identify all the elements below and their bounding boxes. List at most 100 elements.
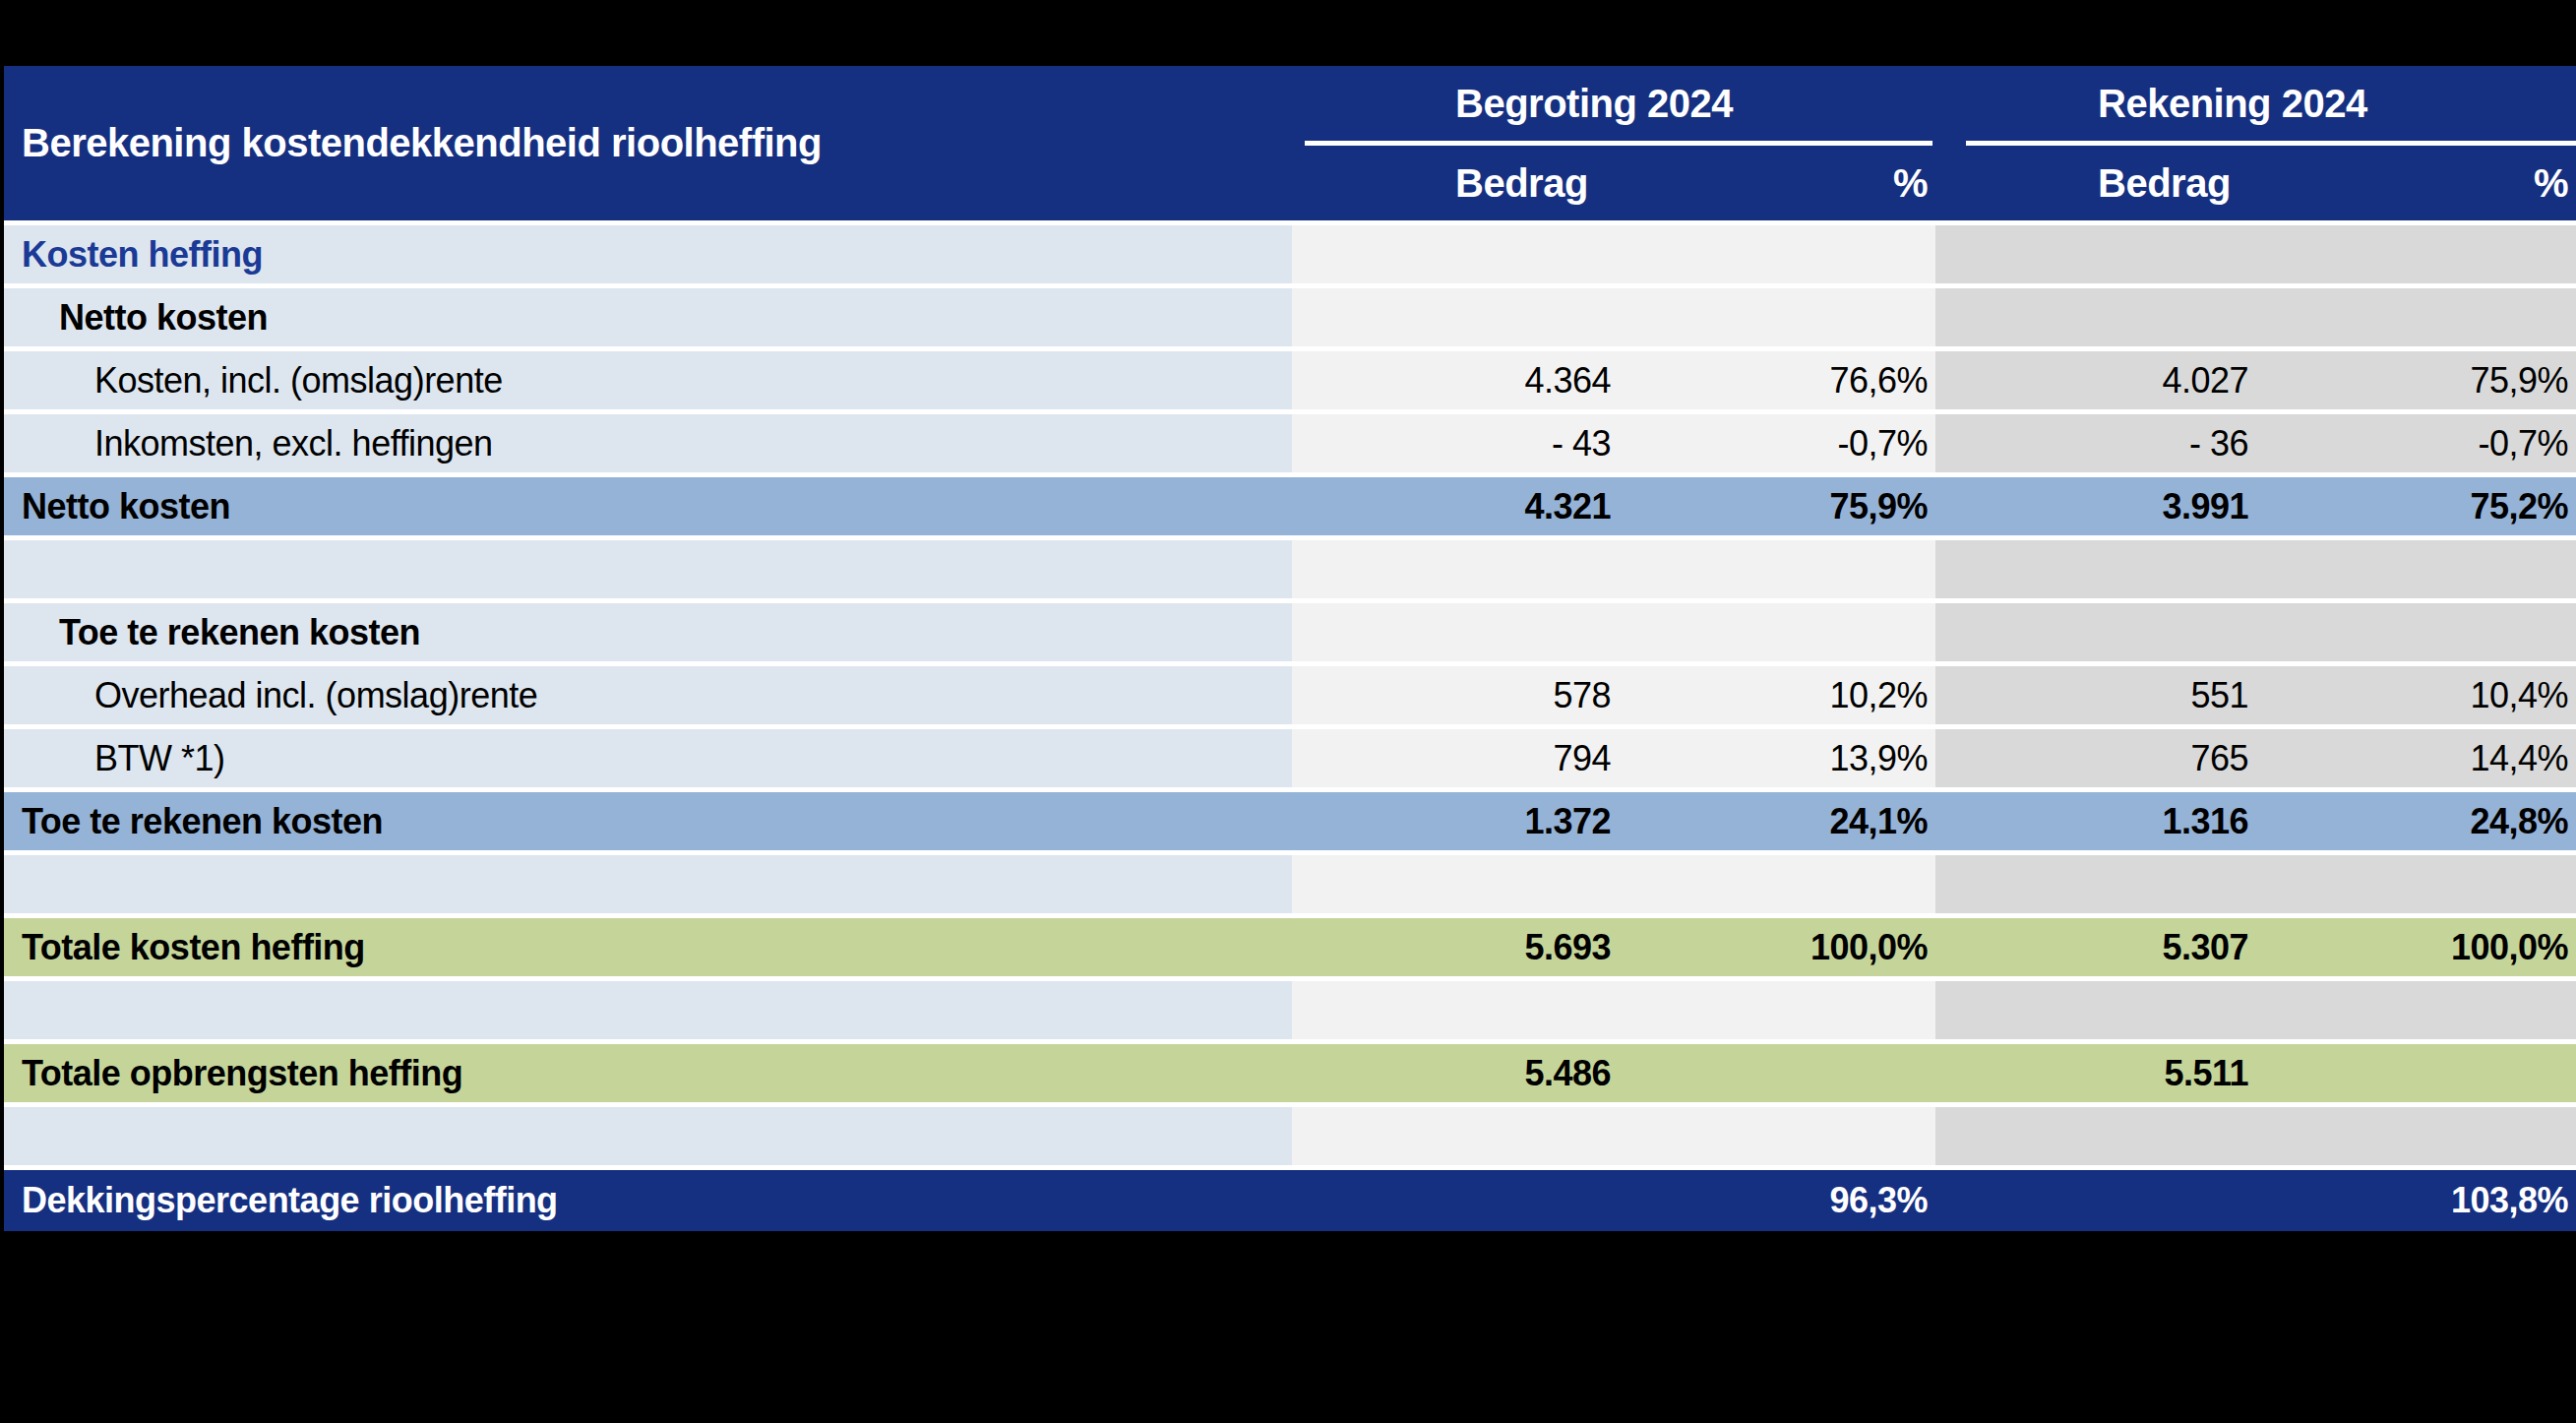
amount-cell: 5.511 <box>1935 1044 2256 1102</box>
percent-cell: -0,7% <box>2256 414 2576 472</box>
amount-cell <box>1292 1107 1619 1165</box>
row-label <box>4 981 1292 1039</box>
percent-cell <box>1619 1107 1935 1165</box>
percent-cell: 10,4% <box>2256 666 2576 724</box>
percent-cell: 76,6% <box>1619 351 1935 409</box>
table-row-dekkingspercentage: Dekkingspercentage rioolheffing 96,3% 10… <box>4 1170 2576 1231</box>
amount-cell: 3.991 <box>1935 477 2256 535</box>
column-header-begroting-percent: % <box>1619 146 1935 220</box>
percent-cell: 96,3% <box>1619 1170 1935 1231</box>
table-row-kosten-incl-omslagrente: Kosten, incl. (omslag)rente 4.364 76,6% … <box>4 351 2576 409</box>
amount-cell: 1.372 <box>1292 792 1619 850</box>
percent-cell: 75,9% <box>1619 477 1935 535</box>
table-row-netto-kosten-subtotal: Netto kosten 4.321 75,9% 3.991 75,2% <box>4 477 2576 535</box>
percent-cell <box>1619 1044 1935 1102</box>
amount-cell: - 43 <box>1292 414 1619 472</box>
percent-cell: 24,1% <box>1619 792 1935 850</box>
percent-cell <box>1619 981 1935 1039</box>
percent-cell <box>2256 981 2576 1039</box>
amount-cell: 551 <box>1935 666 2256 724</box>
percent-cell <box>1619 855 1935 913</box>
amount-cell: 578 <box>1292 666 1619 724</box>
amount-cell <box>1292 603 1619 661</box>
column-group-begroting-2024: Begroting 2024 <box>1292 66 1935 141</box>
amount-cell: 4.321 <box>1292 477 1619 535</box>
row-label: Inkomsten, excl. heffingen <box>4 414 1292 472</box>
amount-cell <box>1292 540 1619 598</box>
row-label <box>4 1107 1292 1165</box>
percent-cell: 13,9% <box>1619 729 1935 787</box>
amount-cell <box>1935 1107 2256 1165</box>
percent-cell: 100,0% <box>2256 918 2576 976</box>
row-label: Dekkingspercentage rioolheffing <box>4 1170 1292 1231</box>
percent-cell: 75,2% <box>2256 477 2576 535</box>
column-header-begroting-bedrag: Bedrag <box>1292 146 1619 220</box>
amount-cell: 5.693 <box>1292 918 1619 976</box>
table-row-overhead-incl-omslagrente: Overhead incl. (omslag)rente 578 10,2% 5… <box>4 666 2576 724</box>
percent-cell <box>1619 540 1935 598</box>
percent-cell: 75,9% <box>2256 351 2576 409</box>
amount-cell <box>1292 981 1619 1039</box>
amount-cell: 1.316 <box>1935 792 2256 850</box>
percent-cell: -0,7% <box>1619 414 1935 472</box>
amount-cell: 765 <box>1935 729 2256 787</box>
column-header-rekening-percent: % <box>2256 146 2576 220</box>
percent-cell <box>2256 1107 2576 1165</box>
amount-cell: 4.364 <box>1292 351 1619 409</box>
table-row-totale-kosten-heffing: Totale kosten heffing 5.693 100,0% 5.307… <box>4 918 2576 976</box>
row-label: Kosten heffing <box>4 225 1292 283</box>
amount-cell <box>1935 288 2256 346</box>
row-label: Totale opbrengsten heffing <box>4 1044 1292 1102</box>
table-row-toe-te-rekenen-kosten-subtotal: Toe te rekenen kosten 1.372 24,1% 1.316 … <box>4 792 2576 850</box>
amount-cell <box>1935 225 2256 283</box>
percent-cell <box>1619 225 1935 283</box>
percent-cell: 14,4% <box>2256 729 2576 787</box>
table-row-totale-opbrengsten-heffing: Totale opbrengsten heffing 5.486 5.511 <box>4 1044 2576 1102</box>
row-label: Toe te rekenen kosten <box>4 603 1292 661</box>
percent-cell <box>2256 603 2576 661</box>
table-row-toe-te-rekenen-kosten-header: Toe te rekenen kosten <box>4 603 2576 661</box>
table-row-netto-kosten-header: Netto kosten <box>4 288 2576 346</box>
percent-cell <box>2256 288 2576 346</box>
percent-cell <box>2256 225 2576 283</box>
row-label: Overhead incl. (omslag)rente <box>4 666 1292 724</box>
amount-cell: 5.486 <box>1292 1044 1619 1102</box>
percent-cell <box>1619 288 1935 346</box>
row-label: BTW *1) <box>4 729 1292 787</box>
percent-cell <box>2256 540 2576 598</box>
amount-cell: 4.027 <box>1935 351 2256 409</box>
table-row-kosten-heffing: Kosten heffing <box>4 225 2576 283</box>
table-row-btw: BTW *1) 794 13,9% 765 14,4% <box>4 729 2576 787</box>
table-header: Berekening kostendekkendheid rioolheffin… <box>4 66 2576 225</box>
amount-cell <box>1292 855 1619 913</box>
percent-cell: 100,0% <box>1619 918 1935 976</box>
percent-cell: 103,8% <box>2256 1170 2576 1231</box>
amount-cell <box>1935 540 2256 598</box>
amount-cell <box>1935 855 2256 913</box>
row-label: Toe te rekenen kosten <box>4 792 1292 850</box>
row-label <box>4 855 1292 913</box>
spacer-row <box>4 981 2576 1039</box>
percent-cell: 24,8% <box>2256 792 2576 850</box>
spacer-row <box>4 855 2576 913</box>
row-label <box>4 540 1292 598</box>
spacer-row <box>4 540 2576 598</box>
amount-cell <box>1292 225 1619 283</box>
column-group-rekening-2024: Rekening 2024 <box>1935 66 2576 141</box>
table-body: Kosten heffing Netto kosten Kosten, incl… <box>4 225 2576 1231</box>
row-label: Netto kosten <box>4 288 1292 346</box>
row-label: Netto kosten <box>4 477 1292 535</box>
percent-cell <box>1619 603 1935 661</box>
amount-cell <box>1292 288 1619 346</box>
spacer-row <box>4 1107 2576 1165</box>
amount-cell <box>1935 1170 2256 1231</box>
amount-cell <box>1935 981 2256 1039</box>
row-label: Totale kosten heffing <box>4 918 1292 976</box>
amount-cell <box>1935 603 2256 661</box>
amount-cell: 794 <box>1292 729 1619 787</box>
table-row-inkomsten-excl-heffingen: Inkomsten, excl. heffingen - 43 -0,7% - … <box>4 414 2576 472</box>
percent-cell <box>2256 1044 2576 1102</box>
column-header-rekening-bedrag: Bedrag <box>1935 146 2256 220</box>
percent-cell: 10,2% <box>1619 666 1935 724</box>
amount-cell <box>1292 1170 1619 1231</box>
